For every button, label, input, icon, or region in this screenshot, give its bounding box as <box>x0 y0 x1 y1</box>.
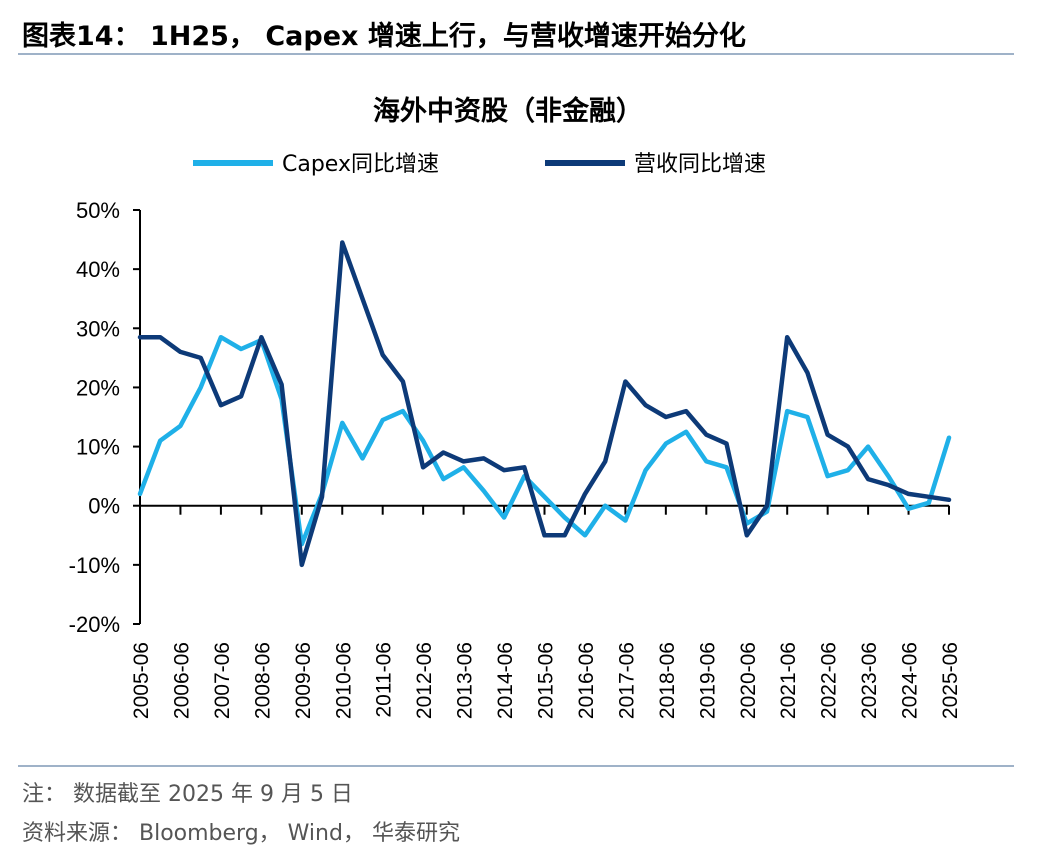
x-tick-label: 2025-06 <box>939 642 962 719</box>
x-tick-label: 2016-06 <box>575 642 598 719</box>
x-tick-label: 2005-06 <box>130 642 153 719</box>
legend: Capex同比增速 营收同比增速 <box>193 152 766 177</box>
x-tick-label: 2012-06 <box>413 642 436 719</box>
bottom-rule <box>18 765 1014 767</box>
figure-title: 图表14： 1H25， Capex 增速上行，与营收增速开始分化 <box>22 21 746 52</box>
x-tick-label: 2021-06 <box>777 642 800 719</box>
x-tick-label: 2022-06 <box>818 642 841 719</box>
x-tick-label: 2014-06 <box>494 642 517 719</box>
legend-revenue-label: 营收同比增速 <box>634 152 766 177</box>
x-tick-label: 2013-06 <box>454 642 477 719</box>
y-tick-label: 10% <box>76 435 120 460</box>
capex-series-line <box>137 334 952 547</box>
y-tick-label: -10% <box>69 553 120 578</box>
x-tick-label: 2024-06 <box>899 642 922 719</box>
x-tick-label: 2015-06 <box>535 642 558 719</box>
x-tick-label: 2019-06 <box>696 642 719 719</box>
y-tick-label: -20% <box>69 612 120 637</box>
footnote: 注： 数据截至 2025 年 9 月 5 日 <box>22 782 353 807</box>
x-tick-label: 2018-06 <box>656 642 679 719</box>
x-tick-label: 2006-06 <box>170 642 193 719</box>
x-tick-label: 2009-06 <box>292 642 315 719</box>
x-tick-label: 2011-06 <box>373 642 396 718</box>
top-rule <box>18 53 1014 55</box>
y-tick-label: 50% <box>76 198 120 223</box>
x-tick-label: 2010-06 <box>332 642 355 719</box>
y-tick-label: 0% <box>88 494 120 519</box>
y-tick-label: 20% <box>76 375 120 400</box>
legend-capex-label: Capex同比增速 <box>282 152 439 177</box>
x-tick-label: 2007-06 <box>211 642 234 719</box>
revenue-series-line <box>137 240 952 568</box>
chart-title: 海外中资股（非金融） <box>373 95 643 127</box>
x-tick-label: 2023-06 <box>858 642 881 719</box>
source-note: 资料来源： Bloomberg， Wind， 华泰研究 <box>22 821 460 846</box>
y-tick-label: 30% <box>76 316 120 341</box>
y-tick-label: 40% <box>76 257 120 282</box>
x-tick-label: 2020-06 <box>737 642 760 719</box>
x-tick-label: 2017-06 <box>615 642 638 719</box>
x-tick-label: 2008-06 <box>251 642 274 719</box>
